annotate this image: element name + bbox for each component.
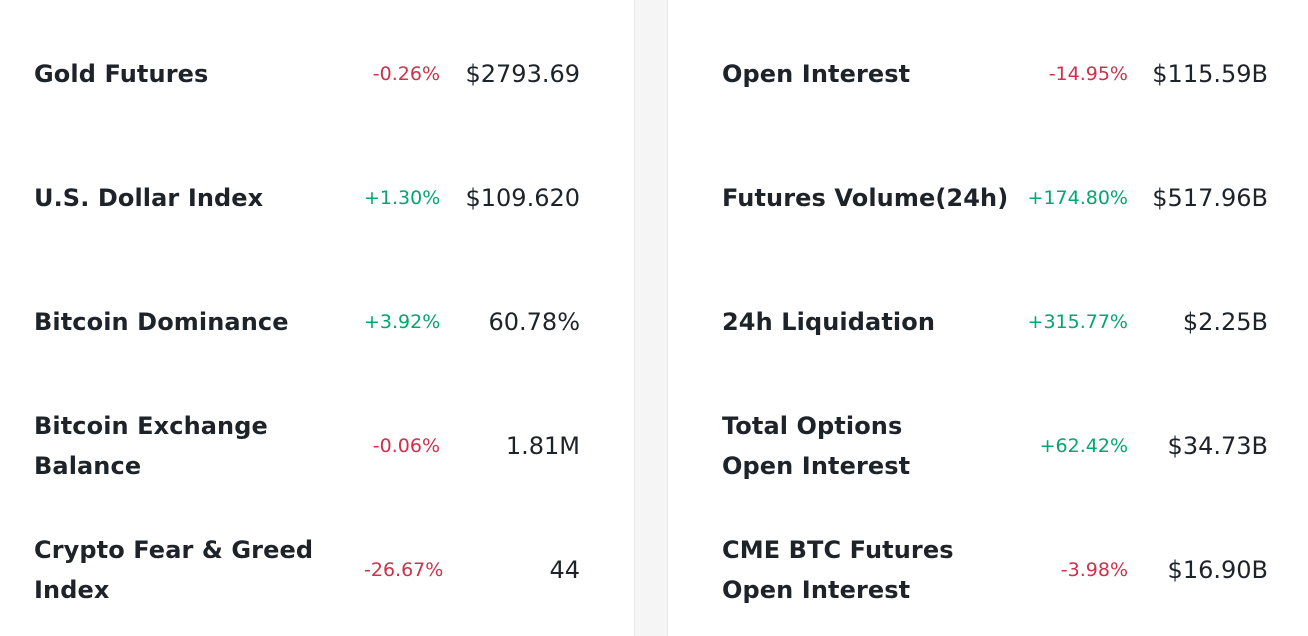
metric-row-cme-btc-futures-open-interest[interactable]: CME BTC Futures Open Interest -3.98% $16… <box>722 530 1268 610</box>
metric-label: Open Interest <box>722 60 911 88</box>
metric-value: $16.90B <box>1167 556 1268 584</box>
metric-change: +174.80% <box>1027 187 1128 209</box>
metric-label: 24h Liquidation <box>722 308 935 336</box>
metric-row-gold-futures[interactable]: Gold Futures -0.26% $2793.69 <box>34 44 580 104</box>
metric-value: $517.96B <box>1152 184 1268 212</box>
metric-value: $109.620 <box>465 184 580 212</box>
metric-value: 1.81M <box>505 432 580 460</box>
metric-row-24h-liquidation[interactable]: 24h Liquidation +315.77% $2.25B <box>722 292 1268 352</box>
metric-change: -14.95% <box>1048 63 1128 85</box>
metric-row-us-dollar-index[interactable]: U.S. Dollar Index +1.30% $109.620 <box>34 168 580 228</box>
metric-label: Crypto Fear & Greed Index <box>34 536 314 604</box>
metric-label: CME BTC Futures Open Interest <box>722 536 954 604</box>
left-metrics-panel: Gold Futures -0.26% $2793.69 U.S. Dollar… <box>0 0 634 636</box>
metric-row-total-options-open-interest[interactable]: Total Options Open Interest +62.42% $34.… <box>722 406 1268 486</box>
metric-row-bitcoin-dominance[interactable]: Bitcoin Dominance +3.92% 60.78% <box>34 292 580 352</box>
metric-change: -0.26% <box>372 63 440 85</box>
metric-change: -26.67% <box>364 559 444 581</box>
metric-label: Bitcoin Exchange Balance <box>34 412 268 480</box>
metric-value: $2.25B <box>1182 308 1268 336</box>
metric-row-open-interest[interactable]: Open Interest -14.95% $115.59B <box>722 44 1268 104</box>
metric-label: Bitcoin Dominance <box>34 308 289 336</box>
metric-label: Gold Futures <box>34 60 209 88</box>
metric-change: -0.06% <box>372 435 440 457</box>
right-metrics-panel: Open Interest -14.95% $115.59B Futures V… <box>668 0 1308 636</box>
metric-value: $2793.69 <box>465 60 580 88</box>
metric-row-bitcoin-exchange-balance[interactable]: Bitcoin Exchange Balance -0.06% 1.81M <box>34 412 580 480</box>
metric-label: Total Options Open Interest <box>722 412 911 480</box>
metric-change: +3.92% <box>364 311 441 333</box>
metric-change: +315.77% <box>1027 311 1128 333</box>
metric-label: U.S. Dollar Index <box>34 184 264 212</box>
metric-value: 60.78% <box>488 308 580 336</box>
metric-label: Futures Volume(24h) <box>722 184 1009 212</box>
metric-value: $34.73B <box>1167 432 1268 460</box>
metric-value: $115.59B <box>1152 60 1268 88</box>
metric-change: -3.98% <box>1060 559 1128 581</box>
metric-change: +62.42% <box>1039 435 1128 457</box>
metric-value: 44 <box>549 556 580 584</box>
metric-row-futures-volume[interactable]: Futures Volume(24h) +174.80% $517.96B <box>722 168 1268 228</box>
metric-change: +1.30% <box>364 187 441 209</box>
metric-row-crypto-fear-greed-index[interactable]: Crypto Fear & Greed Index -26.67% 44 <box>34 530 580 610</box>
panel-divider <box>634 0 668 636</box>
